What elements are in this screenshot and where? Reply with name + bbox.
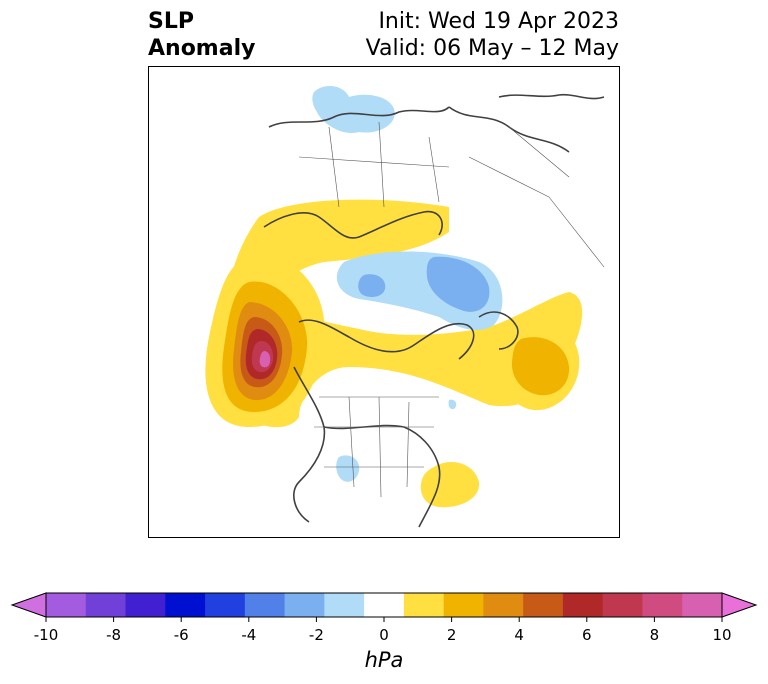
coastlines bbox=[263, 93, 605, 528]
positive-anomaly-western-atlantic bbox=[420, 462, 480, 508]
colorbar-tick-label: 2 bbox=[446, 626, 457, 644]
colorbar-extend-low bbox=[10, 592, 47, 618]
colorbar-unit-label: hPa bbox=[364, 648, 404, 672]
colorbar-tick-label: -2 bbox=[308, 626, 324, 644]
colorbar-segment bbox=[682, 593, 723, 617]
map-title: SLP Anomaly bbox=[148, 8, 255, 62]
colorbar-segment bbox=[125, 593, 166, 617]
colorbar-segment bbox=[364, 593, 405, 617]
colorbar-segment bbox=[403, 593, 445, 617]
colorbar-tick-label: -6 bbox=[173, 626, 189, 644]
colorbar-segment bbox=[165, 593, 206, 617]
colorbar-segment bbox=[205, 593, 246, 617]
colorbar-segment bbox=[324, 593, 365, 617]
forecast-dates: Init: Wed 19 Apr 2023 Valid: 06 May – 12… bbox=[366, 8, 619, 62]
colorbar-segment bbox=[46, 593, 87, 617]
colorbar-tick-label: 10 bbox=[712, 626, 732, 644]
colorbar-segment bbox=[483, 593, 524, 617]
title-variable-line1: SLP bbox=[148, 9, 194, 34]
colorbar-segment bbox=[562, 593, 604, 617]
colorbar-segment bbox=[85, 593, 127, 617]
colorbar-segment bbox=[642, 593, 683, 617]
colorbar-segment bbox=[523, 593, 564, 617]
colorbar-tick-label: 8 bbox=[649, 626, 660, 644]
colorbar-segment bbox=[244, 593, 286, 617]
init-date: Init: Wed 19 Apr 2023 bbox=[378, 9, 619, 34]
anomaly-map bbox=[148, 66, 620, 538]
colorbar-extend-high bbox=[721, 592, 758, 618]
colorbar-tick-label: -8 bbox=[106, 626, 122, 644]
colorbar-segment bbox=[602, 593, 643, 617]
colorbar-tick-label: -4 bbox=[241, 626, 257, 644]
borders bbox=[298, 121, 605, 498]
title-variable-line2: Anomaly bbox=[148, 36, 256, 61]
colorbar-tick-label: -10 bbox=[33, 626, 59, 644]
anomaly-fill bbox=[205, 85, 583, 508]
colorbar-tick-label: 6 bbox=[582, 626, 592, 644]
negative-anomaly-siberia bbox=[312, 85, 395, 133]
colorbar-segment bbox=[443, 593, 484, 617]
colorbar-tick-label: 4 bbox=[514, 626, 524, 644]
valid-dates: Valid: 06 May – 12 May bbox=[365, 36, 619, 61]
colorbar bbox=[10, 592, 758, 622]
colorbar-segment bbox=[284, 593, 325, 617]
negative-anomaly-southwest-us bbox=[336, 455, 360, 482]
colorbar-tick-label: 0 bbox=[379, 626, 389, 644]
